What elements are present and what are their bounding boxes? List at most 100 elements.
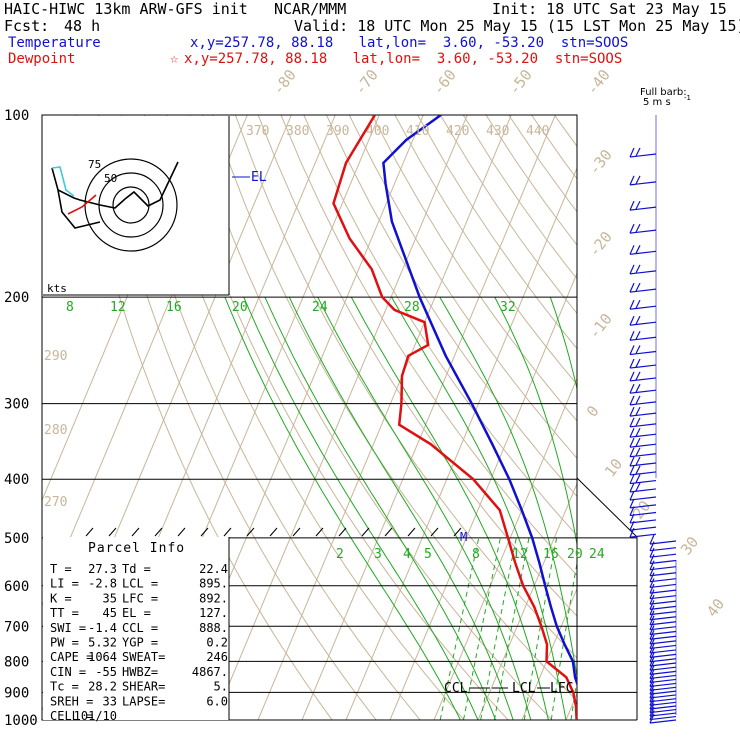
- pressure-tick-label: 100: [4, 108, 29, 124]
- isotherm-label: 30: [677, 533, 702, 558]
- isotherm-line: [521, 587, 577, 720]
- theta-e-label: 430: [486, 124, 509, 139]
- mixing-ratio-label: 12: [110, 300, 126, 315]
- wind-barb-flag: [649, 620, 655, 630]
- wind-barb-flag: [635, 383, 641, 393]
- wind-barb: [629, 423, 657, 428]
- mixing-ratio-label: 12: [512, 547, 528, 562]
- parcel-param-value: 6.0: [206, 694, 228, 708]
- wind-barb-flag: [649, 589, 655, 599]
- dry-adiabat-line: [234, 115, 577, 659]
- hodograph-trace: [51, 161, 179, 209]
- mixing-ratio-label: 5: [424, 547, 432, 562]
- lfc-label: LFC: [550, 681, 573, 696]
- parcel-param-name: SWI =: [50, 621, 86, 635]
- wind-barb-flag: [629, 299, 635, 310]
- mixing-ratio-label: 2: [336, 547, 344, 562]
- parcel-param-name: SHEAR=: [122, 680, 165, 694]
- wind-barb-flag: [629, 417, 635, 428]
- parcel-param-value: 1064: [88, 650, 117, 664]
- wind-barb-flag: [649, 600, 655, 610]
- pressure-tick-label: 700: [4, 619, 29, 635]
- wind-barb: [649, 644, 677, 650]
- wind-barb: [649, 600, 677, 605]
- dry-adiabat-line: [121, 115, 421, 720]
- center-label: NCAR/MMM: [274, 0, 347, 18]
- dry-adiabat-line: [166, 115, 509, 720]
- wind-barb: [649, 547, 677, 552]
- wind-barb: [629, 479, 657, 485]
- parcel-param-name: TT =: [50, 606, 79, 620]
- wind-barb-flag: [649, 583, 655, 594]
- pressure-tick-label: 600: [4, 579, 29, 595]
- wind-barb: [649, 653, 677, 658]
- wind-profile: Full barb:5 m s -1: [629, 87, 691, 724]
- hodograph-trace-red: [67, 194, 97, 215]
- wind-barb: [649, 572, 677, 577]
- parcel-param-value: 0.2: [206, 636, 228, 650]
- wind-barb-flag: [629, 282, 635, 293]
- wind-barb: [649, 678, 677, 684]
- wind-barb-flag: [629, 223, 635, 234]
- wind-barb: [629, 321, 657, 326]
- wind-barb: [649, 589, 677, 594]
- wind-barb: [629, 350, 657, 356]
- dry-adiabat-line: [348, 115, 577, 459]
- wind-barb: [649, 578, 677, 583]
- wind-barb-flag: [649, 572, 655, 582]
- hatch-mark: [108, 527, 117, 537]
- parcel-param-name: SREH =: [50, 694, 93, 708]
- hodograph-units: kts: [47, 282, 67, 295]
- theta-e-label: 380: [286, 124, 309, 139]
- wind-barb: [649, 621, 677, 626]
- parcel-param-value: 45: [103, 606, 117, 620]
- wind-barb-flag: [635, 456, 641, 466]
- mixing-ratio-line: [480, 537, 517, 720]
- wind-barb: [649, 666, 677, 671]
- wind-barb: [649, 540, 677, 545]
- wind-barb: [649, 616, 677, 621]
- pressure-tick-label: 900: [4, 685, 29, 701]
- wind-barb-flag: [635, 395, 641, 405]
- wind-barb-flag: [635, 264, 641, 274]
- isotherm-line: [213, 115, 468, 720]
- wind-barb: [629, 533, 657, 538]
- parcel-param-value: 888.: [199, 621, 228, 635]
- wind-barb-flag: [649, 578, 655, 588]
- hodograph-trace-low: [51, 166, 75, 197]
- parcel-param-name: LFC =: [122, 591, 158, 605]
- hatch-mark: [131, 527, 140, 537]
- hatch-mark: [453, 527, 462, 537]
- wind-barb-flag: [629, 147, 635, 158]
- dry-adiabat-line: [303, 115, 577, 537]
- moist-adiabat-line: [288, 296, 514, 720]
- el-label: EL: [251, 170, 267, 185]
- wind-barb: [649, 698, 677, 703]
- parcel-param-name: LCL =: [122, 577, 158, 591]
- wind-barb: [649, 719, 677, 724]
- isotherm-line: [389, 272, 577, 720]
- dry-adiabat-line: [143, 115, 465, 720]
- model-title: HAIC-HIWC 13km ARW-GFS init: [4, 0, 248, 18]
- wind-barb-flag: [629, 358, 635, 369]
- ccl-label: CCL: [444, 681, 468, 696]
- wind-barb-flag: [635, 358, 641, 368]
- wind-barb-flag: [635, 200, 641, 210]
- parcel-param-value: 5.32: [88, 636, 117, 650]
- wind-barb-flag: [629, 383, 635, 394]
- theta-e-label: 370: [246, 124, 269, 139]
- wind-barb-flag: [629, 437, 635, 448]
- parcel-param-value: 246: [206, 650, 228, 664]
- theta-e-label: 390: [326, 124, 349, 139]
- isotherm-line: [433, 377, 577, 720]
- wind-barb: [649, 658, 677, 663]
- wind-barb: [629, 364, 657, 369]
- moist-adiabat-line: [494, 296, 577, 548]
- mixing-ratio-label: 16: [543, 547, 559, 562]
- dry-adiabat-line: [553, 115, 577, 148]
- isotherm-label: -20: [585, 228, 616, 260]
- wind-barb: [629, 250, 657, 255]
- wind-barb: [629, 453, 657, 458]
- wind-barb-flag: [629, 331, 635, 341]
